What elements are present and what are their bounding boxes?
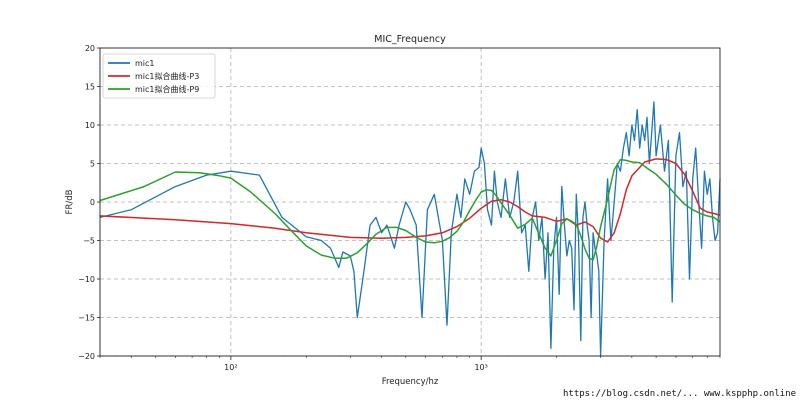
y-tick-label: 0 <box>90 198 95 207</box>
series-line-3 <box>99 158 721 261</box>
x-tick-label: 10³ <box>474 363 487 372</box>
x-tick-label: 10² <box>224 363 237 372</box>
plot-area <box>99 47 721 357</box>
y-axis-label: FR/dB <box>65 189 75 214</box>
x-axis-label: Frequency/hz <box>382 377 439 387</box>
series-lines <box>99 101 721 357</box>
y-tick-label: −10 <box>78 275 95 284</box>
series-line-2 <box>99 158 721 243</box>
y-tick-label: 5 <box>90 160 95 169</box>
y-tick-label: 10 <box>85 121 95 130</box>
y-tick-label: 20 <box>85 44 95 53</box>
chart-title: MIC_Frequency <box>374 34 446 45</box>
legend-label: mic1 <box>135 59 155 68</box>
y-axis-ticks: −20 −15 −10 −5 0 5 10 15 20 <box>78 44 100 361</box>
legend: mic1 mic1拟合曲线-P3 mic1拟合曲线-P9 <box>102 53 216 99</box>
legend-box <box>102 53 216 99</box>
y-tick-label: −5 <box>83 237 95 246</box>
legend-label: mic1拟合曲线-P9 <box>135 84 199 94</box>
y-tick-label: 15 <box>85 83 95 92</box>
legend-label: mic1拟合曲线-P3 <box>135 71 199 81</box>
series-line-1 <box>99 101 721 357</box>
watermark-text: https://blog.csdn.net/... www.kspphp.onl… <box>563 389 796 399</box>
y-tick-label: −15 <box>78 314 95 323</box>
y-tick-label: −20 <box>78 352 95 361</box>
